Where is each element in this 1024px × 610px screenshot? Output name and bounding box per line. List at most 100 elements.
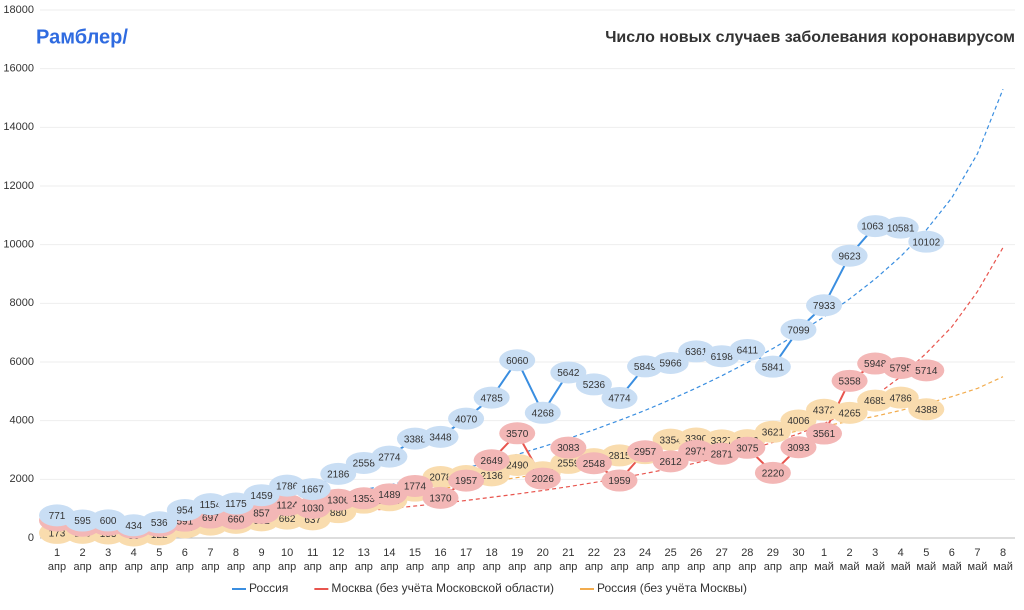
data-bubble (575, 452, 612, 475)
data-label: 5966 (659, 359, 682, 370)
data-bubble (524, 401, 561, 424)
data-label: 1175 (225, 499, 247, 510)
x-tick-label: май (968, 561, 988, 573)
x-tick-label: 10 (281, 547, 293, 559)
data-label: 173 (49, 529, 66, 540)
data-bubble (831, 244, 868, 267)
data-bubble (806, 294, 843, 317)
x-tick-label: 21 (562, 547, 574, 559)
y-tick-label: 8000 (10, 297, 34, 309)
data-label: 954 (176, 506, 193, 517)
data-label: 1306 (327, 495, 350, 506)
brand: Рамблер/ (36, 26, 128, 48)
y-tick-label: 14000 (3, 121, 34, 133)
y-tick-label: 2000 (10, 473, 34, 485)
data-bubble (320, 462, 357, 485)
data-label: 771 (49, 511, 66, 522)
x-tick-label: 7 (207, 547, 213, 559)
x-tick-label: апр (252, 561, 270, 573)
y-tick-label: 18000 (3, 4, 34, 16)
x-tick-label: 15 (409, 547, 421, 559)
y-tick-label: 4000 (10, 415, 34, 427)
data-label: 3621 (762, 427, 785, 438)
x-tick-label: 29 (767, 547, 779, 559)
x-tick-label: май (891, 561, 911, 573)
data-bubble (499, 422, 536, 445)
x-tick-label: апр (636, 561, 654, 573)
data-bubble (601, 386, 638, 409)
data-label: 6198 (711, 352, 734, 363)
data-label: 1786 (276, 481, 299, 492)
x-tick-label: апр (713, 561, 731, 573)
data-label: 9623 (838, 251, 861, 262)
legend-label: Россия (без учёта Москвы) (597, 581, 747, 595)
data-bubble (652, 351, 689, 374)
data-label: 4774 (608, 394, 631, 405)
x-tick-label: апр (176, 561, 194, 573)
data-label: 4372 (813, 405, 836, 416)
data-label: 4265 (838, 409, 861, 420)
legend-label: Москва (без учёта Московской области) (331, 581, 554, 595)
y-tick-label: 12000 (3, 180, 34, 192)
data-bubble (524, 467, 561, 490)
data-label: 662 (279, 514, 296, 525)
data-bubble (831, 401, 868, 424)
data-label: 10633 (861, 222, 889, 233)
x-tick-label: апр (406, 561, 424, 573)
data-label: 857 (253, 509, 270, 520)
x-tick-label: 25 (664, 547, 676, 559)
data-label: 4006 (787, 416, 810, 427)
x-tick-label: 8 (233, 547, 239, 559)
x-tick-label: 5 (923, 547, 929, 559)
x-tick-label: апр (585, 561, 603, 573)
x-tick-label: апр (662, 561, 680, 573)
x-tick-label: апр (457, 561, 475, 573)
data-label: 660 (228, 514, 245, 525)
x-tick-label: 6 (182, 547, 188, 559)
data-bubble (294, 478, 331, 501)
x-tick-label: 4 (131, 547, 137, 559)
data-label: 7933 (813, 301, 836, 312)
data-bubble (831, 369, 868, 392)
data-label: 3327 (711, 436, 734, 447)
data-label: 3448 (429, 432, 452, 443)
x-tick-label: 1 (54, 547, 60, 559)
x-tick-label: май (942, 561, 962, 573)
data-label: 4268 (532, 408, 555, 419)
x-tick-label: апр (227, 561, 245, 573)
data-label: 10581 (887, 223, 915, 234)
x-tick-label: 20 (537, 547, 549, 559)
x-tick-label: 6 (949, 547, 955, 559)
data-bubble (422, 425, 459, 448)
legend-label: Россия (249, 581, 288, 595)
y-tick-label: 10000 (3, 239, 34, 251)
data-label: 5642 (557, 368, 580, 379)
x-tick-label: 17 (460, 547, 472, 559)
x-tick-label: май (865, 561, 885, 573)
data-bubble (473, 386, 510, 409)
data-label: 637 (304, 515, 321, 526)
data-label: 2186 (327, 470, 350, 481)
data-bubble (882, 386, 919, 409)
data-label: 697 (202, 513, 219, 524)
data-label: 1957 (455, 476, 478, 487)
x-tick-label: апр (431, 561, 449, 573)
data-label: 1030 (302, 503, 325, 514)
x-tick-label: 8 (1000, 547, 1006, 559)
data-bubble (550, 436, 587, 459)
data-label: 3075 (736, 443, 759, 454)
x-tick-label: 13 (358, 547, 370, 559)
x-tick-label: май (840, 561, 860, 573)
x-tick-label: апр (125, 561, 143, 573)
y-tick-label: 16000 (3, 63, 34, 75)
data-label: 880 (330, 508, 347, 519)
data-label: 1154 (200, 500, 222, 511)
x-tick-label: май (993, 561, 1013, 573)
data-bubble (575, 373, 612, 396)
data-label: 1370 (429, 493, 452, 504)
data-bubble (652, 428, 689, 451)
x-tick-label: апр (789, 561, 807, 573)
x-tick-label: апр (99, 561, 117, 573)
data-label: 600 (100, 516, 117, 527)
data-label: 4685 (864, 396, 887, 407)
